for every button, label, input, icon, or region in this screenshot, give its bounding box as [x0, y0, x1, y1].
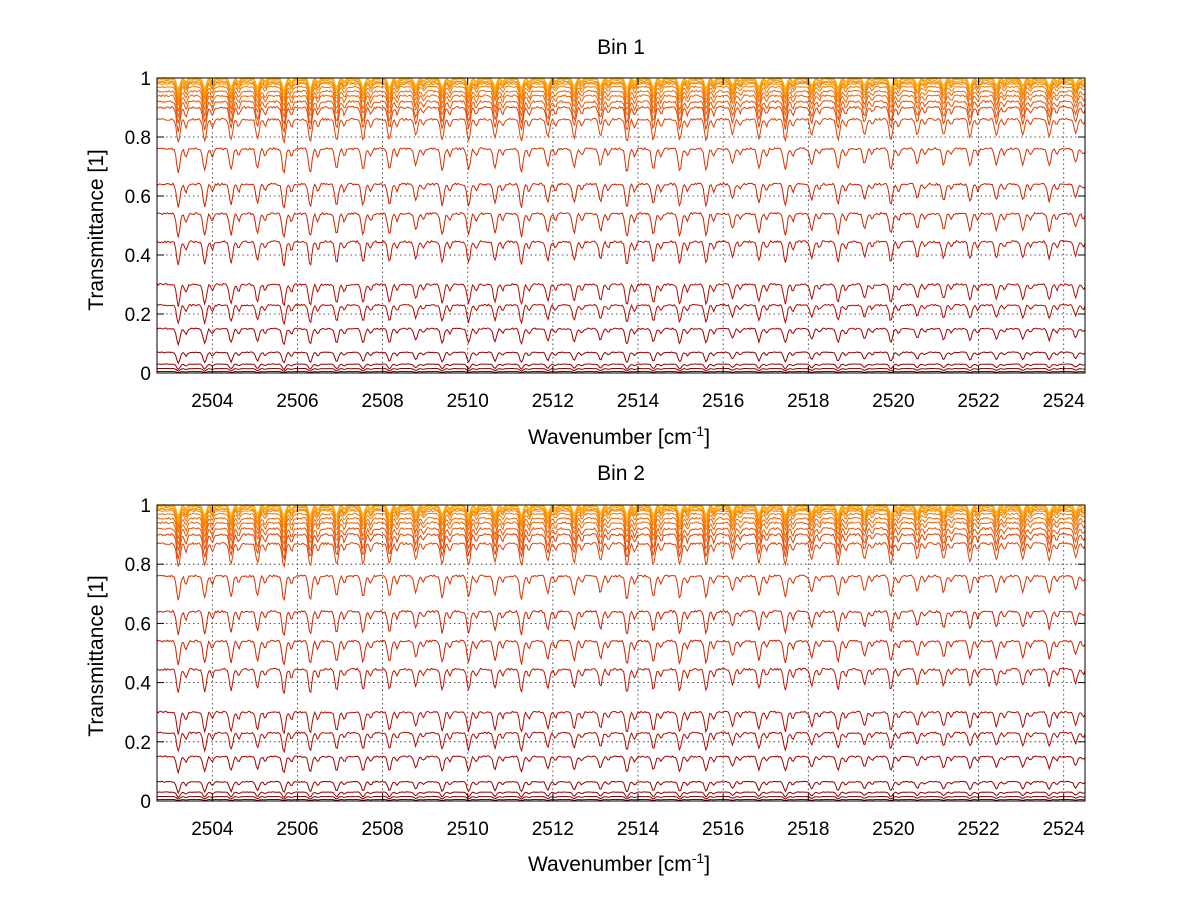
- x-tick-label: 2510: [447, 819, 489, 840]
- x-axis-label-text: Wavenumber [cm: [528, 426, 692, 449]
- x-tick-label: 2504: [191, 391, 234, 412]
- x-axis-label: Wavenumber [cm-1]: [528, 850, 710, 876]
- y-tick-label: 0: [140, 792, 151, 813]
- spectrum-line: [156, 99, 1086, 126]
- spectrum-line: [156, 574, 1086, 602]
- series-group: [156, 76, 1086, 374]
- x-tick-label: 2524: [1043, 819, 1086, 840]
- y-tick-label: 1: [140, 69, 151, 90]
- spectrum-line: [156, 541, 1086, 569]
- spectrum-line: [156, 667, 1086, 694]
- x-tick-label: 2520: [872, 391, 914, 412]
- y-tick-label: 0.6: [125, 187, 151, 208]
- spectrum-line: [157, 791, 1086, 799]
- axes-frame: [156, 504, 1086, 802]
- spectrum-line: [156, 79, 1086, 97]
- spectrum-line: [156, 239, 1086, 267]
- spectrum-line: [156, 146, 1086, 174]
- spectrum-line: [156, 327, 1086, 347]
- x-tick-label: 2508: [361, 819, 403, 840]
- x-axis-label-end: ]: [704, 853, 710, 876]
- spectrum-line: [156, 105, 1086, 134]
- spectrum-line: [156, 89, 1086, 113]
- spectrum-line: [156, 731, 1086, 754]
- x-tick-label: 2518: [787, 819, 829, 840]
- spectrum-line: [157, 363, 1086, 371]
- y-axis-label: Transmittance [1]: [85, 575, 108, 736]
- subplot-bin-1: Bin 1 2504 2506 2508 2510 2512 2514 2516 2518 25…: [85, 36, 1086, 449]
- y-tick-label: 0: [140, 364, 151, 385]
- spectrum-line: [156, 282, 1086, 307]
- spectrum-line: [156, 780, 1086, 795]
- x-tick-label: 2504: [191, 819, 234, 840]
- spectrum-line: [156, 532, 1086, 561]
- x-axis-ticks: 2504 2506 2508 2510 2512 2514 2516 2518 2520 2522…: [191, 78, 1085, 412]
- x-axis-label-end: ]: [704, 426, 710, 449]
- axes-frame: [156, 77, 1086, 374]
- x-axis-label-text: Wavenumber [cm: [528, 853, 692, 876]
- x-tick-label: 2524: [1043, 391, 1086, 412]
- x-tick-label: 2518: [787, 391, 829, 412]
- x-tick-label: 2510: [447, 391, 489, 412]
- x-tick-label: 2512: [532, 819, 574, 840]
- subplot-bin-2: Bin 2 2504 2506 2508 2510 2512 2514 2516 2518 25…: [85, 462, 1086, 876]
- y-tick-label: 0.6: [125, 614, 151, 635]
- x-tick-label: 2516: [702, 391, 744, 412]
- x-axis-label-superscript: -1: [692, 423, 705, 439]
- x-tick-label: 2522: [957, 391, 999, 412]
- spectrum-line: [156, 82, 1086, 104]
- spectrum-line: [156, 94, 1086, 118]
- x-tick-label: 2512: [532, 391, 574, 412]
- y-tick-label: 0.8: [125, 128, 151, 149]
- x-tick-label: 2514: [617, 819, 660, 840]
- series-group: [156, 503, 1086, 802]
- spectrum-line: [156, 516, 1086, 540]
- spectrum-line: [156, 795, 1086, 800]
- spectrum-line: [156, 755, 1086, 775]
- y-tick-label: 0.4: [125, 246, 152, 267]
- spectrum-line: [156, 512, 1086, 534]
- x-tick-label: 2506: [276, 819, 318, 840]
- x-tick-label: 2508: [361, 391, 403, 412]
- y-tick-label: 0.4: [125, 674, 152, 695]
- spectrum-line: [157, 370, 1086, 374]
- spectrum-line: [156, 85, 1086, 107]
- y-axis-ticks: 0 0.2 0.4 0.6 0.8 1: [125, 496, 1085, 813]
- x-axis-label: Wavenumber [cm-1]: [528, 423, 710, 449]
- y-axis-label: Transmittance [1]: [85, 149, 108, 310]
- spectrum-line: [156, 303, 1086, 326]
- spectrum-line: [157, 798, 1086, 802]
- y-axis-ticks: 0 0.2 0.4 0.6 0.8 1: [125, 69, 1085, 385]
- x-axis-label-superscript: -1: [692, 850, 705, 866]
- spectrum-line: [156, 609, 1086, 637]
- x-tick-label: 2514: [617, 391, 660, 412]
- spectrum-line: [156, 509, 1086, 531]
- spectrum-line: [156, 526, 1086, 553]
- spectrum-line: [156, 506, 1086, 524]
- y-tick-label: 0.8: [125, 555, 151, 576]
- spectrum-line: [156, 117, 1086, 144]
- x-tick-label: 2520: [872, 819, 914, 840]
- x-tick-label: 2516: [702, 819, 744, 840]
- spectrum-line: [156, 211, 1086, 239]
- spectrum-line: [156, 182, 1086, 209]
- spectrum-line: [156, 710, 1086, 735]
- subplot-title: Bin 1: [597, 36, 645, 59]
- subplot-title: Bin 2: [597, 462, 645, 485]
- y-tick-label: 0.2: [125, 733, 151, 754]
- y-tick-label: 1: [140, 496, 151, 517]
- spectrum-line: [156, 351, 1086, 365]
- x-tick-label: 2506: [276, 391, 318, 412]
- x-tick-label: 2522: [957, 819, 999, 840]
- spectrum-line: [156, 521, 1086, 545]
- spectrum-line: [156, 78, 1086, 95]
- y-tick-label: 0.2: [125, 305, 151, 326]
- spectrum-line: [156, 639, 1086, 666]
- x-axis-ticks: 2504 2506 2508 2510 2512 2514 2516 2518 2520 2522…: [191, 505, 1085, 840]
- spectrum-line: [156, 367, 1086, 372]
